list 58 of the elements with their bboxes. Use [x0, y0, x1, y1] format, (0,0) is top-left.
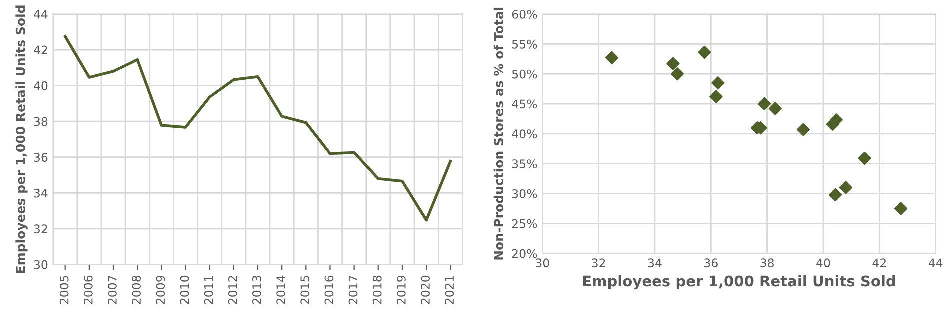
x-tick-label: 36: [704, 258, 718, 268]
x-tick-label: 2014: [276, 276, 286, 304]
point: [839, 181, 853, 194]
y-tick-label: 25%: [512, 219, 538, 228]
x-axis-title: Employees per 1,000 Retail Units Sold: [583, 275, 896, 290]
point: [710, 90, 723, 104]
line-series: [64, 35, 452, 222]
y-axis-title: Non-Production Stores as % of Total: [494, 8, 504, 260]
y-tick-label: 38: [34, 117, 48, 126]
point: [666, 57, 680, 71]
y-tick-label: 34: [34, 188, 48, 198]
point: [758, 97, 772, 111]
x-tick-label: 2020: [421, 276, 430, 304]
x-tick-label: 2006: [84, 276, 93, 304]
y-tick-label: 60%: [512, 10, 538, 19]
x-tick-label: 2018: [372, 276, 382, 304]
x-tick-label: 34: [648, 258, 662, 268]
point: [670, 68, 684, 81]
x-tick-label: 2007: [108, 276, 117, 304]
y-tick-label: 42: [34, 46, 48, 55]
x-tick-label: 2005: [60, 276, 69, 304]
x-tick-label: 2011: [204, 276, 214, 304]
x-tick-label: 44: [928, 258, 943, 268]
point: [828, 188, 842, 202]
y-axis-title: Employees per 1,000 Retail Units Sold: [16, 6, 28, 274]
x-tick-label: 32: [592, 258, 606, 268]
y-tick-label: 35%: [512, 160, 538, 168]
point: [796, 123, 810, 136]
y-tick-label: 44: [34, 10, 48, 19]
x-tick-label: 42: [872, 258, 886, 268]
x-tick-label: 2021: [445, 276, 454, 304]
x-tick-label: 2019: [396, 276, 406, 304]
x-tick-label: 2017: [348, 276, 358, 304]
y-tick-label: 55%: [512, 40, 538, 49]
point: [698, 46, 712, 60]
x-tick-label: 38: [760, 258, 774, 268]
point: [605, 51, 619, 65]
x-tick-label: 2015: [300, 276, 310, 304]
x-tick-label: 40: [816, 258, 830, 268]
x-tick-label: 2008: [132, 276, 142, 304]
y-tick-label: 50%: [512, 70, 538, 79]
x-tick-label: 2012: [228, 276, 238, 304]
y-tick-label: 40: [34, 82, 48, 90]
y-tick-label: 40%: [512, 130, 538, 139]
y-tick-label: 30%: [512, 189, 538, 198]
x-tick-label: 2009: [156, 276, 166, 304]
point: [858, 152, 872, 166]
x-tick-label: 2013: [252, 276, 262, 304]
y-tick-label: 32: [34, 224, 48, 234]
point: [768, 102, 782, 116]
point: [712, 76, 725, 90]
x-tick-label: 30: [536, 258, 550, 268]
y-tick-label: 20%: [512, 249, 538, 258]
point: [894, 202, 908, 216]
y-tick-label: 45%: [512, 100, 538, 109]
y-tick-label: 36: [34, 153, 48, 162]
x-tick-label: 2010: [180, 276, 190, 304]
x-tick-label: 2016: [324, 276, 334, 304]
